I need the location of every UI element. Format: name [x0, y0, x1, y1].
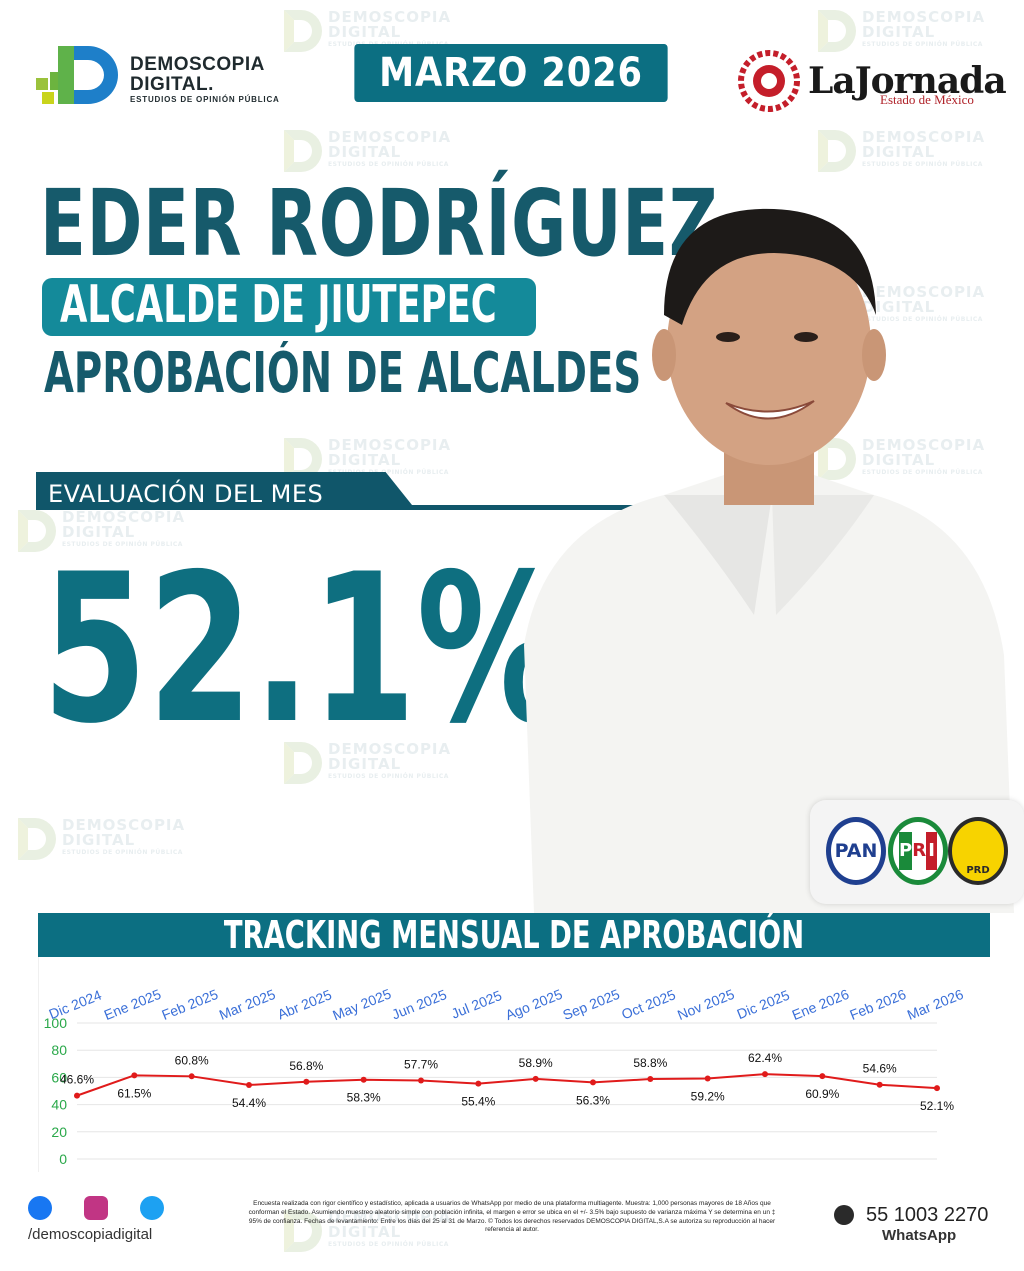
partner-name: LaJornada	[808, 60, 1007, 102]
brand-tagline: ESTUDIOS DE OPINIÓN PÚBLICA	[130, 95, 280, 104]
data-point	[246, 1082, 252, 1089]
data-point	[131, 1072, 138, 1079]
data-point	[876, 1081, 883, 1088]
instagram-icon[interactable]	[84, 1196, 108, 1220]
data-point	[475, 1080, 482, 1087]
data-point	[647, 1076, 654, 1083]
whatsapp-icon[interactable]	[834, 1205, 854, 1225]
chart-title: TRACKING MENSUAL DE APROBACIÓN	[223, 913, 805, 957]
pri-logo: P R I	[888, 817, 948, 885]
sun-icon	[738, 50, 800, 112]
la-jornada-logo: LaJornada Estado de México	[738, 50, 1007, 112]
data-label: 56.8%	[289, 1059, 323, 1073]
x-tick-label: Jun 2025	[389, 986, 449, 1022]
y-tick-label: 80	[51, 1042, 67, 1058]
whatsapp-label: WhatsApp	[882, 1227, 957, 1244]
x-tick-label: Ene 2026	[790, 986, 852, 1023]
x-tick-label: Abr 2025	[275, 986, 334, 1022]
data-point	[532, 1075, 539, 1082]
pri-letter-i: I	[926, 832, 937, 870]
social-handle: /demoscopiadigital	[28, 1226, 153, 1243]
data-point	[303, 1078, 310, 1085]
data-label: 58.8%	[633, 1056, 667, 1070]
data-label: 52.1%	[920, 1099, 954, 1113]
approval-value: 52.1%	[42, 531, 569, 769]
eval-band	[36, 472, 416, 510]
chart-title-bar	[38, 913, 990, 957]
data-point	[762, 1071, 768, 1078]
data-label: 60.9%	[805, 1087, 839, 1101]
y-tick-label: 60	[51, 1069, 67, 1085]
role-text: ALCALDE DE JIUTEPEC	[60, 275, 497, 335]
data-point	[590, 1079, 596, 1086]
data-label: 54.6%	[863, 1062, 897, 1076]
x-tick-label: Dic 2024	[47, 987, 104, 1023]
x-tick-label: Feb 2026	[847, 986, 908, 1023]
data-point	[704, 1075, 711, 1082]
x-tick-label: Dic 2025	[735, 987, 792, 1023]
x-tick-label: Nov 2025	[675, 986, 737, 1023]
tracking-chart: 0 20 40 60 80 100 Dic 2024 Ene 2025 Feb 2025 Mar …	[38, 957, 990, 1172]
y-tick-label: 20	[51, 1124, 67, 1140]
data-label: 54.4%	[232, 1096, 266, 1110]
data-label: 56.3%	[576, 1093, 610, 1107]
x-tick-label: Mar 2025	[217, 986, 278, 1023]
x-tick-label: Feb 2025	[159, 986, 220, 1023]
partner-subtitle: Estado de México	[880, 92, 974, 107]
subtitle: APROBACIÓN DE ALCALDES	[44, 341, 642, 406]
candidate-name: EDER RODRÍGUEZ	[40, 170, 719, 277]
data-label: 46.6%	[60, 1073, 94, 1087]
role-badge	[42, 278, 536, 336]
data-label: 60.8%	[175, 1053, 209, 1067]
x-tick-label: Jul 2025	[449, 987, 504, 1022]
y-tick-label: 0	[59, 1151, 67, 1167]
pri-letter-r: R	[912, 832, 927, 870]
pan-logo: PAN	[826, 817, 886, 885]
x-tick-label: Oct 2025	[619, 986, 678, 1022]
disclaimer: Encuesta realizada con rigor científico …	[248, 1200, 776, 1234]
facebook-icon[interactable]	[28, 1196, 52, 1220]
date-badge: MARZO 2026	[354, 44, 668, 102]
data-label: 57.7%	[404, 1058, 438, 1072]
x-tick-label: Sep 2025	[560, 986, 622, 1023]
x-tick-label: May 2025	[330, 985, 393, 1023]
data-point	[418, 1077, 424, 1084]
demoscopia-d-icon	[36, 46, 118, 104]
data-point	[819, 1073, 826, 1080]
data-label: 55.4%	[461, 1095, 495, 1109]
prd-logo: PRD	[948, 817, 1008, 885]
data-label: 62.4%	[748, 1051, 782, 1065]
data-label: 59.2%	[691, 1089, 725, 1103]
y-tick-label: 100	[44, 1015, 68, 1031]
y-tick-label: 40	[51, 1097, 67, 1113]
data-point	[360, 1076, 367, 1083]
data-label: 58.3%	[347, 1091, 381, 1105]
x-tick-label: Mar 2026	[905, 986, 966, 1023]
x-tick-label: Ago 2025	[503, 986, 565, 1023]
eval-underline	[36, 505, 676, 510]
data-label: 58.9%	[519, 1056, 553, 1070]
series-line	[76, 1073, 938, 1097]
brand-line2: DIGITAL.	[130, 74, 214, 95]
data-point	[934, 1085, 940, 1092]
demoscopia-logo: DEMOSCOPIA DIGITAL. ESTUDIOS DE OPINIÓN …	[36, 38, 286, 108]
twitter-icon[interactable]	[140, 1196, 164, 1220]
x-tick-label: Ene 2025	[102, 986, 164, 1023]
phone-number: 55 1003 2270	[866, 1204, 989, 1226]
data-point	[74, 1092, 80, 1099]
brand-line1: DEMOSCOPIA	[130, 54, 265, 75]
eval-label: EVALUACIÓN DEL MES	[48, 480, 324, 508]
data-point	[188, 1073, 195, 1080]
social-icons	[28, 1196, 168, 1226]
pri-letter-p: P	[899, 832, 913, 870]
data-label: 61.5%	[117, 1086, 151, 1100]
